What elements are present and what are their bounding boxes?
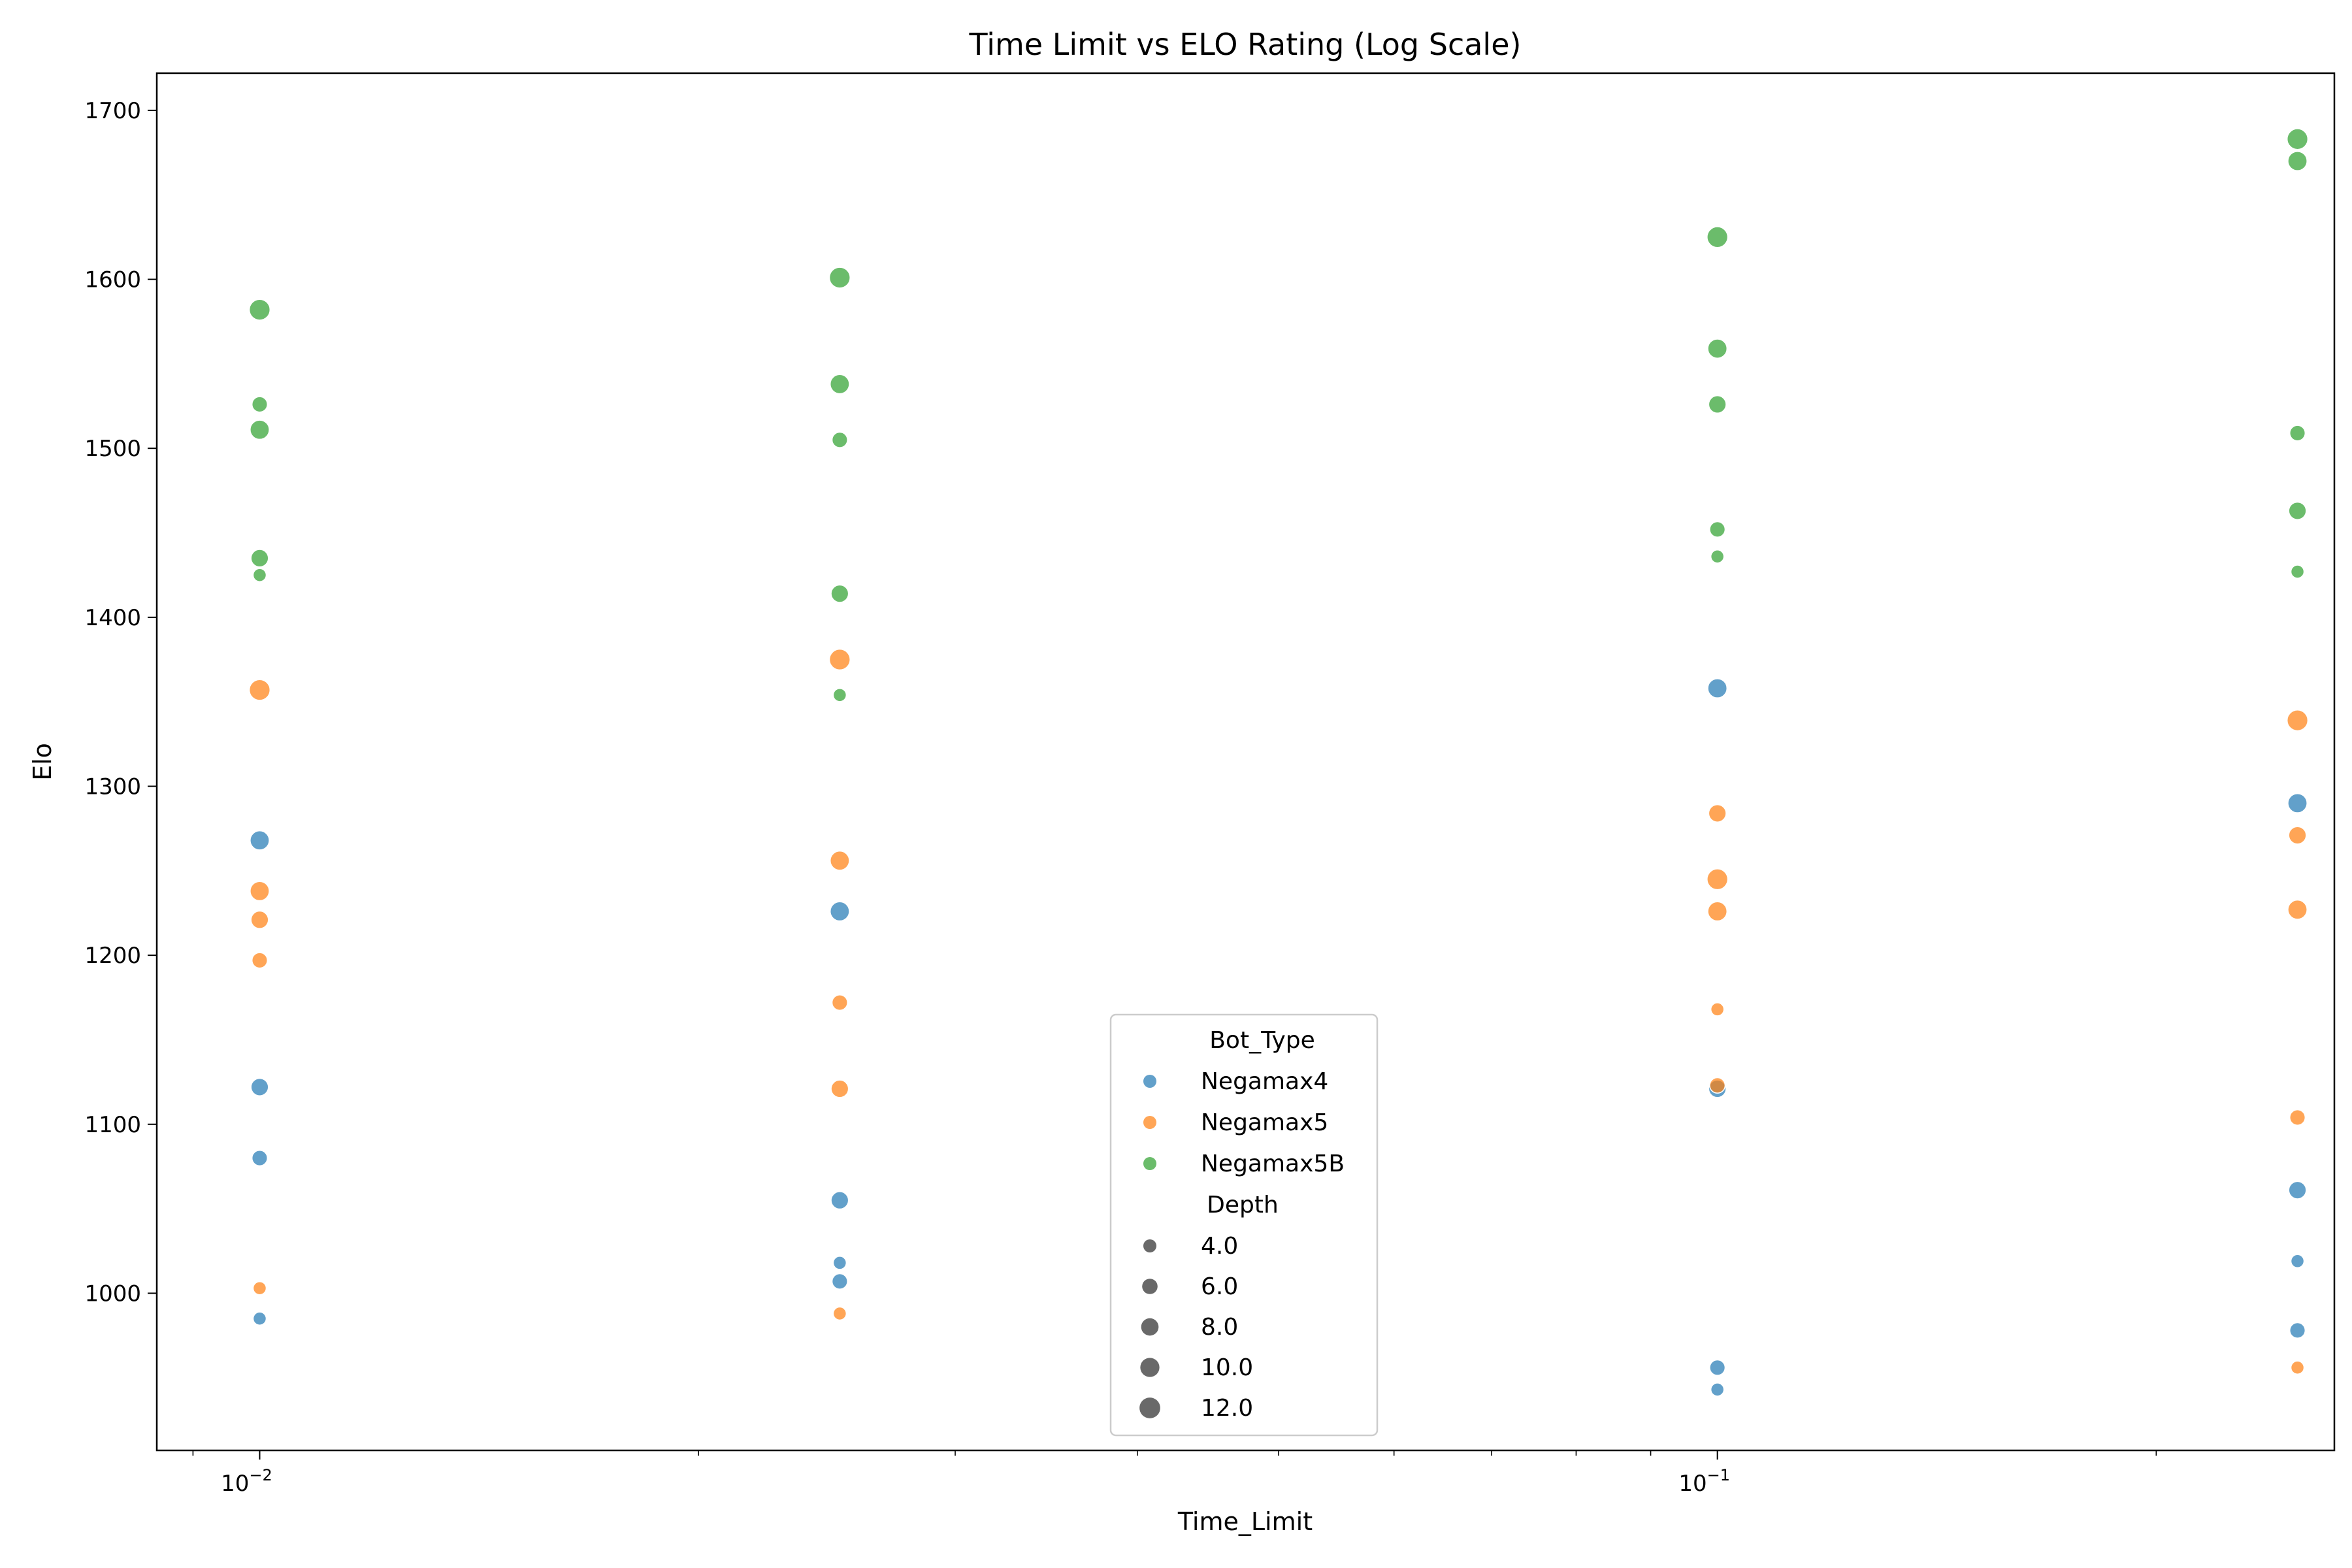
point-negamax5	[2287, 899, 2308, 920]
y-axis: 1000 1100 1200 1300 1400 1500 1600 1700	[84, 98, 157, 1307]
point-negamax5	[248, 679, 271, 701]
y-tick-label: 1000	[84, 1281, 141, 1307]
point-negamax5b	[831, 431, 848, 448]
plot-area-frame	[155, 72, 2336, 1452]
point-negamax5b	[1708, 395, 1727, 414]
y-tick-label: 1100	[84, 1112, 141, 1138]
point-negamax5	[2290, 1360, 2305, 1375]
legend-box	[1109, 1013, 1379, 1437]
y-axis-title: Elo	[28, 743, 57, 781]
point-negamax4	[832, 1256, 847, 1270]
legend-size-label: 12.0	[1201, 1395, 1253, 1422]
y-tick-label: 1700	[84, 98, 141, 124]
point-negamax5b	[250, 419, 270, 440]
legend-size-title: Depth	[1207, 1192, 1279, 1218]
y-tick-label: 1300	[84, 774, 141, 800]
legend: Bot_Type Negamax4 Negamax5 Negamax5B Dep…	[1109, 1013, 1379, 1437]
point-negamax4	[250, 1077, 269, 1096]
point-negamax5b	[250, 549, 269, 568]
data-points	[248, 128, 2309, 1397]
point-negamax5b	[2287, 151, 2308, 171]
point-negamax5b	[2290, 564, 2305, 579]
y-tick-label: 1500	[84, 436, 141, 462]
point-negamax5b	[830, 584, 849, 603]
point-negamax4	[1710, 1382, 1725, 1397]
point-negamax5b	[252, 568, 267, 582]
point-negamax5	[1710, 1002, 1725, 1017]
y-tick-label: 1200	[84, 943, 141, 969]
point-negamax5b	[251, 396, 269, 413]
legend-marker-negamax4	[1143, 1075, 1156, 1088]
legend-label-negamax4: Negamax4	[1201, 1068, 1328, 1095]
point-negamax5	[1708, 804, 1727, 823]
point-negamax5b	[1707, 338, 1728, 359]
point-negamax5b	[2286, 128, 2309, 150]
point-negamax5	[829, 850, 850, 871]
y-tick-label: 1400	[84, 605, 141, 631]
point-negamax4	[2290, 1254, 2305, 1269]
point-negamax5b	[832, 688, 847, 702]
point-negamax5	[1709, 1077, 1726, 1094]
legend-marker-negamax5b	[1143, 1157, 1156, 1170]
point-negamax5b	[1707, 226, 1729, 248]
point-negamax4	[252, 1311, 267, 1326]
point-negamax5b	[2288, 501, 2307, 520]
point-negamax5	[831, 994, 848, 1011]
point-negamax5b	[1710, 549, 1725, 564]
legend-size-label: 10.0	[1201, 1354, 1253, 1381]
point-negamax5	[2288, 826, 2307, 845]
point-negamax5b	[248, 299, 271, 321]
point-negamax4	[2287, 792, 2308, 813]
point-negamax5b	[2289, 425, 2306, 442]
y-tick-label: 1600	[84, 267, 141, 293]
legend-size-label: 8.0	[1201, 1314, 1238, 1341]
point-negamax5	[1707, 901, 1728, 922]
point-negamax4	[251, 1149, 269, 1167]
point-negamax4	[1707, 678, 1728, 698]
x-axis-title: Time_Limit	[1177, 1507, 1313, 1536]
point-negamax5	[2289, 1109, 2306, 1126]
legend-label-negamax5b: Negamax5B	[1201, 1151, 1345, 1177]
legend-size-label: 6.0	[1201, 1273, 1238, 1300]
point-negamax4	[2288, 1181, 2307, 1200]
legend-size-marker	[1141, 1318, 1159, 1336]
point-negamax5	[832, 1306, 847, 1321]
point-negamax4	[829, 901, 850, 922]
point-negamax5	[250, 910, 269, 929]
point-negamax5	[250, 881, 270, 902]
point-negamax4	[1709, 1359, 1726, 1376]
point-negamax5b	[829, 374, 850, 395]
point-negamax5	[252, 1281, 267, 1296]
legend-size-marker	[1139, 1397, 1160, 1418]
legend-marker-negamax5	[1143, 1116, 1156, 1129]
point-negamax4	[250, 830, 270, 851]
legend-size-marker	[1142, 1279, 1158, 1294]
legend-size-label: 4.0	[1201, 1233, 1238, 1260]
legend-label-negamax5: Negamax5	[1201, 1109, 1328, 1136]
legend-hue-title: Bot_Type	[1209, 1027, 1315, 1054]
point-negamax5b	[828, 267, 851, 289]
legend-size-entries: 4.0 6.0 8.0 10.0 12.0	[1139, 1233, 1253, 1422]
point-negamax4	[830, 1191, 849, 1210]
point-negamax5	[1707, 868, 1729, 890]
point-negamax4	[2289, 1322, 2306, 1339]
point-negamax5b	[1709, 521, 1726, 538]
point-negamax4	[831, 1273, 848, 1290]
legend-size-marker	[1143, 1239, 1156, 1252]
point-negamax5	[830, 1079, 849, 1098]
point-negamax5	[251, 952, 269, 969]
point-negamax5	[2286, 710, 2309, 732]
chart-title: Time Limit vs ELO Rating (Log Scale)	[969, 27, 1522, 62]
legend-size-marker	[1140, 1358, 1160, 1377]
point-negamax5	[828, 648, 851, 671]
